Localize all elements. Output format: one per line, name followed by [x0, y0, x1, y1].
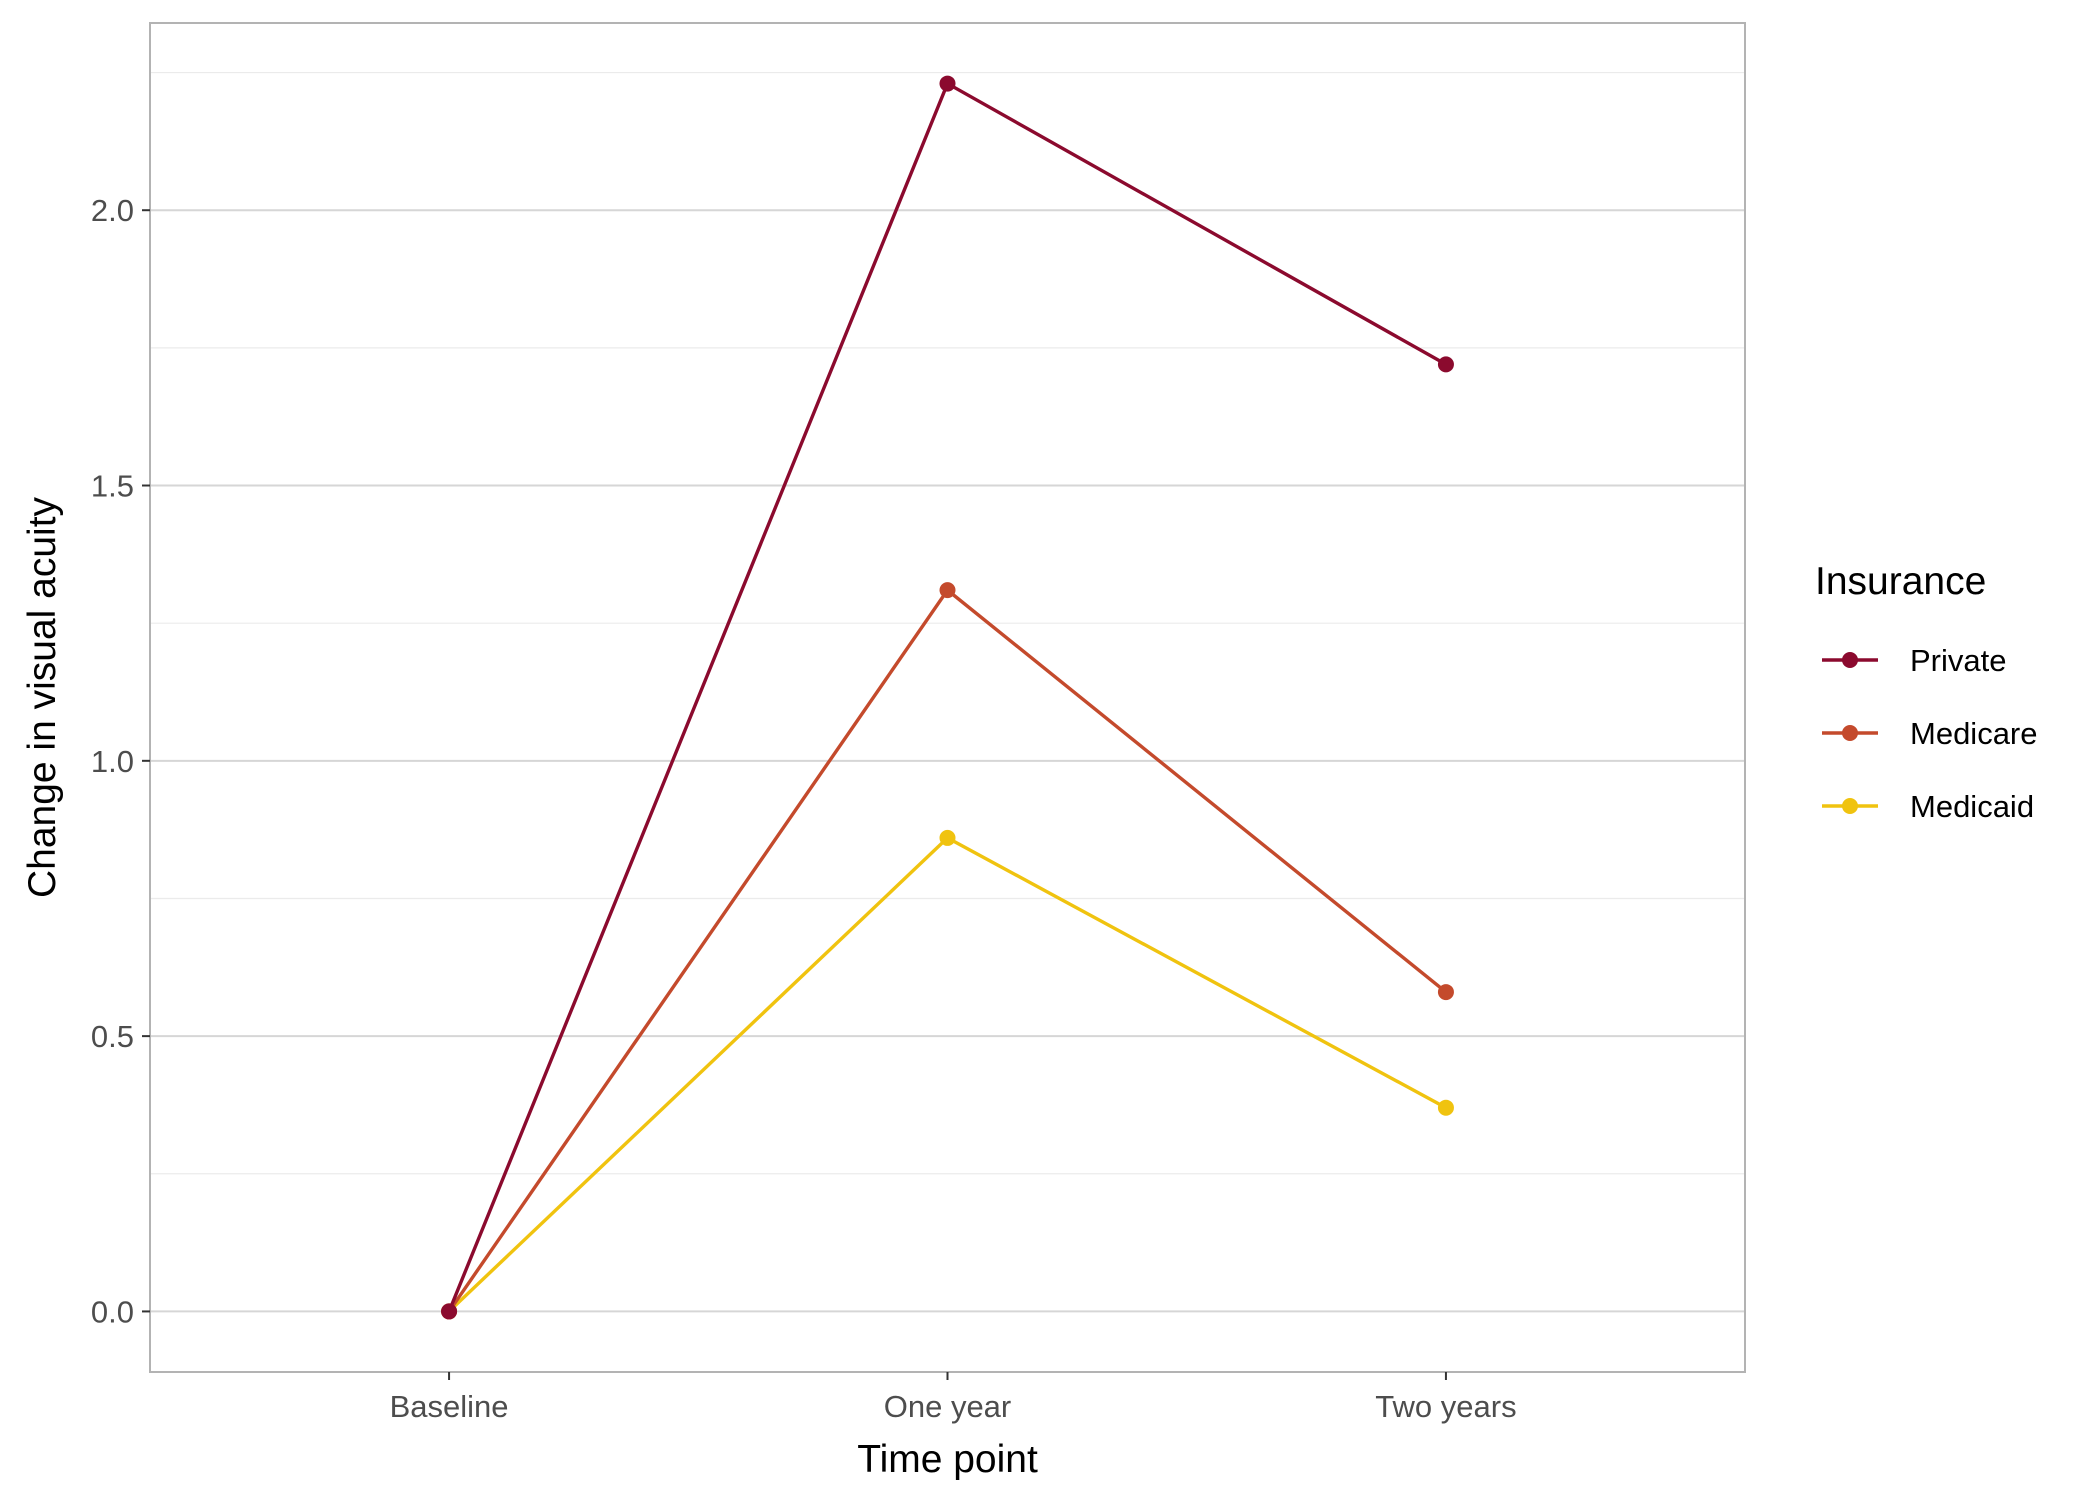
- legend: Insurance Private Medicare Medicaid: [1815, 560, 2038, 824]
- legend-item-medicaid: Medicaid: [1822, 789, 2034, 824]
- y-tick-label: 0.5: [91, 1019, 134, 1054]
- data-point: [1437, 356, 1454, 373]
- legend-key-point: [1842, 725, 1858, 741]
- data-point: [1437, 984, 1454, 1001]
- x-tick-label: One year: [884, 1389, 1012, 1424]
- axis-ticks: 0.0 0.5 1.0 1.5 2.0 Baseline One year Two years: [91, 193, 1517, 1424]
- legend-label: Medicaid: [1910, 789, 2034, 824]
- grid-lines: [150, 71, 1745, 1313]
- series-private: [441, 75, 1454, 1320]
- data-series: [441, 75, 1454, 1320]
- data-point: [441, 1303, 458, 1320]
- legend-label: Medicare: [1910, 716, 2038, 751]
- legend-item-medicare: Medicare: [1822, 716, 2038, 751]
- legend-key-point: [1842, 652, 1858, 668]
- data-point: [1437, 1099, 1454, 1116]
- legend-items: Private Medicare Medicaid: [1822, 643, 2038, 824]
- data-point: [939, 829, 956, 846]
- legend-title: Insurance: [1815, 560, 1986, 603]
- y-tick-label: 1.5: [91, 469, 134, 504]
- legend-key-point: [1842, 798, 1858, 814]
- y-tick-label: 2.0: [91, 193, 134, 228]
- legend-item-private: Private: [1822, 643, 2006, 678]
- x-tick-label: Baseline: [390, 1389, 509, 1424]
- x-tick-label: Two years: [1375, 1389, 1516, 1424]
- y-axis-title: Change in visual acuity: [21, 496, 64, 898]
- y-tick-label: 0.0: [91, 1294, 134, 1329]
- data-point: [939, 75, 956, 92]
- x-axis-title: Time point: [857, 1438, 1038, 1481]
- data-point: [939, 582, 956, 599]
- y-tick-label: 1.0: [91, 744, 134, 779]
- legend-label: Private: [1910, 643, 2006, 678]
